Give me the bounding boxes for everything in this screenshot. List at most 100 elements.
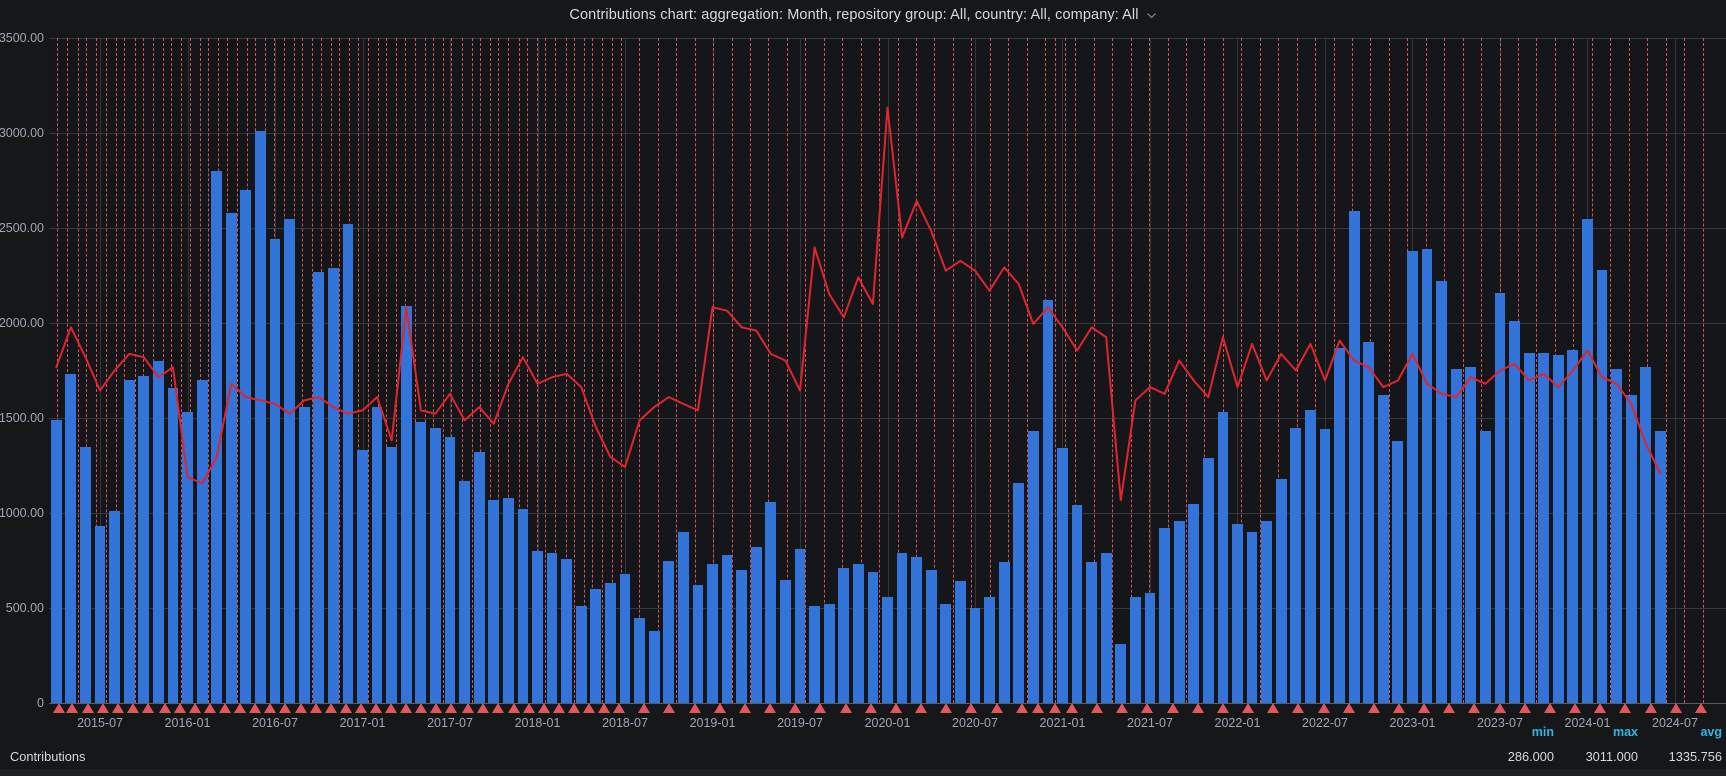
annotation-marker[interactable] [598,703,611,713]
annotation-marker[interactable] [445,703,458,713]
stat-header-max[interactable]: max [1612,725,1638,739]
annotation-marker[interactable] [1619,703,1632,713]
annotation-marker[interactable] [324,703,337,713]
stat-header-min[interactable]: min [1531,725,1554,739]
annotation-marker[interactable] [1518,703,1531,713]
annotation-marker[interactable] [1267,703,1280,713]
legend-series-label[interactable]: Contributions [10,749,86,764]
bar [1115,644,1127,703]
annotation-marker[interactable] [1418,703,1431,713]
annotation-marker[interactable] [1216,703,1229,713]
annotation-marker[interactable] [965,703,978,713]
annotation-marker[interactable] [814,703,827,713]
annotation-marker[interactable] [1569,703,1582,713]
annotation-marker[interactable] [430,703,443,713]
annotation-marker[interactable] [294,703,307,713]
annotation-marker[interactable] [1049,703,1062,713]
annotation-marker[interactable] [764,703,777,713]
annotation-marker[interactable] [1543,703,1556,713]
annotation-line [1684,38,1686,703]
annotation-marker[interactable] [354,703,367,713]
annotation-marker[interactable] [141,703,154,713]
annotation-marker[interactable] [66,703,79,713]
annotation-line [236,38,238,703]
annotation-marker[interactable] [219,703,232,713]
annotation-marker[interactable] [81,703,94,713]
annotation-marker[interactable] [400,703,413,713]
annotation-marker[interactable] [1443,703,1456,713]
bar [882,596,893,703]
annotation-marker[interactable] [1065,703,1078,713]
annotation-marker[interactable] [1468,703,1481,713]
annotation-marker[interactable] [582,703,595,713]
chevron-down-icon[interactable] [1146,10,1157,21]
plot-canvas[interactable] [49,38,1726,703]
annotation-marker[interactable] [385,703,398,713]
annotation-marker[interactable] [507,703,520,713]
legend-row-contributions[interactable]: Contributions 286.000 3011.000 1335.756 [0,744,1726,769]
annotation-marker[interactable] [309,703,322,713]
y-tick-label: 500.00 [5,601,44,615]
annotation-marker[interactable] [567,703,580,713]
annotation-marker[interactable] [522,703,535,713]
annotation-marker[interactable] [915,703,928,713]
annotation-marker[interactable] [713,703,726,713]
annotation-marker[interactable] [1493,703,1506,713]
annotation-marker[interactable] [688,703,701,713]
stat-header-avg[interactable]: avg [1700,725,1722,739]
annotation-marker[interactable] [1141,703,1154,713]
annotation-marker[interactable] [1317,703,1330,713]
annotation-marker[interactable] [638,703,651,713]
annotation-marker[interactable] [889,703,902,713]
annotation-marker[interactable] [203,703,216,713]
annotation-marker[interactable] [663,703,676,713]
annotation-marker[interactable] [864,703,877,713]
annotation-marker[interactable] [839,703,852,713]
annotation-marker[interactable] [339,703,352,713]
annotation-marker[interactable] [1292,703,1305,713]
annotation-marker[interactable] [1669,703,1682,713]
annotation-marker[interactable] [370,703,382,713]
annotation-marker[interactable] [477,703,490,713]
annotation-marker[interactable] [537,703,550,713]
bar [546,552,558,703]
annotation-marker[interactable] [1367,703,1380,713]
annotation-marker[interactable] [492,703,505,713]
bar [707,564,718,703]
annotation-marker[interactable] [613,703,626,713]
annotation-marker[interactable] [415,703,428,713]
annotation-marker[interactable] [1015,703,1028,713]
annotation-marker[interactable] [1594,703,1607,713]
annotation-marker[interactable] [462,703,475,713]
annotation-marker[interactable] [1694,703,1707,713]
annotation-marker[interactable] [1392,703,1405,713]
annotation-marker[interactable] [1242,703,1255,713]
annotation-marker[interactable] [53,703,66,713]
legend-series-label[interactable]: Contributors [10,774,80,776]
annotation-marker[interactable] [990,703,1003,713]
annotation-marker[interactable] [264,703,277,713]
legend-row-contributors[interactable]: Contributors (right-y) 61.0 179.0 97.8 [0,769,1726,776]
annotation-marker[interactable] [789,703,802,713]
annotation-marker[interactable] [738,703,751,713]
bar [692,585,704,703]
annotation-marker[interactable] [552,703,565,713]
annotation-marker[interactable] [1032,703,1045,713]
annotation-marker[interactable] [279,703,292,713]
annotation-marker[interactable] [234,703,247,713]
annotation-marker[interactable] [1091,703,1104,713]
annotation-marker[interactable] [111,703,124,713]
annotation-marker[interactable] [1342,703,1355,713]
annotation-marker[interactable] [249,703,262,713]
annotation-line [639,38,641,703]
annotation-marker[interactable] [1191,703,1204,713]
annotation-marker[interactable] [96,703,109,713]
annotation-marker[interactable] [1644,703,1657,713]
annotation-marker[interactable] [188,703,201,713]
annotation-marker[interactable] [126,703,139,713]
annotation-marker[interactable] [173,703,186,713]
annotation-marker[interactable] [1116,703,1129,713]
annotation-marker[interactable] [1166,703,1179,713]
annotation-marker[interactable] [940,703,953,713]
annotation-marker[interactable] [158,703,171,713]
